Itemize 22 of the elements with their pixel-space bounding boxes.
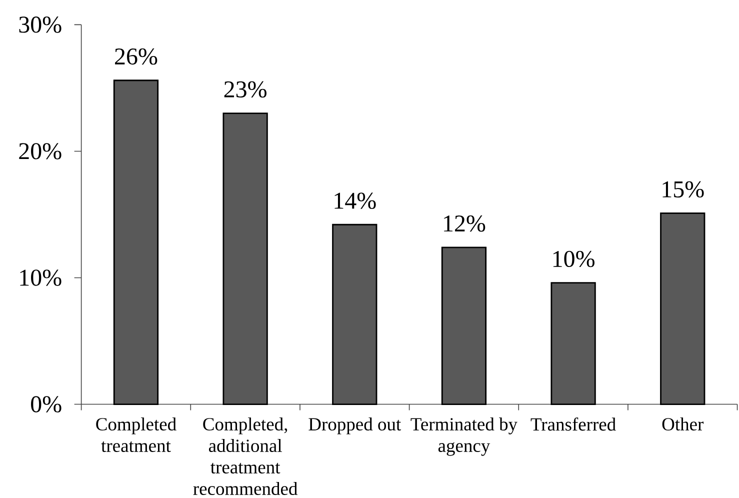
x-tick-label: Terminated by agency [410,417,518,456]
data-label: 14% [334,192,376,209]
bar [550,282,596,405]
x-tick-label: Dropped out [308,417,402,434]
y-tick-label: 0% [31,396,62,412]
x-tick-label: Other [662,417,704,431]
bar [441,246,487,405]
bar [660,212,706,405]
bar [113,80,159,405]
data-label: 12% [444,215,486,232]
x-tick-label: Transferred [530,417,616,431]
x-tick-label: Completed, additional treatment recommended [193,417,298,496]
y-tick-label: 20% [19,143,62,160]
y-tick-label: 10% [20,270,62,286]
data-label: 26% [115,48,158,65]
bar [332,224,378,405]
x-tick-label: Completed treatment [96,417,176,452]
data-label: 10% [553,250,594,268]
data-label: 23% [224,81,266,98]
data-label: 15% [662,181,704,198]
y-tick-label: 30% [19,16,62,33]
bar [222,112,268,405]
